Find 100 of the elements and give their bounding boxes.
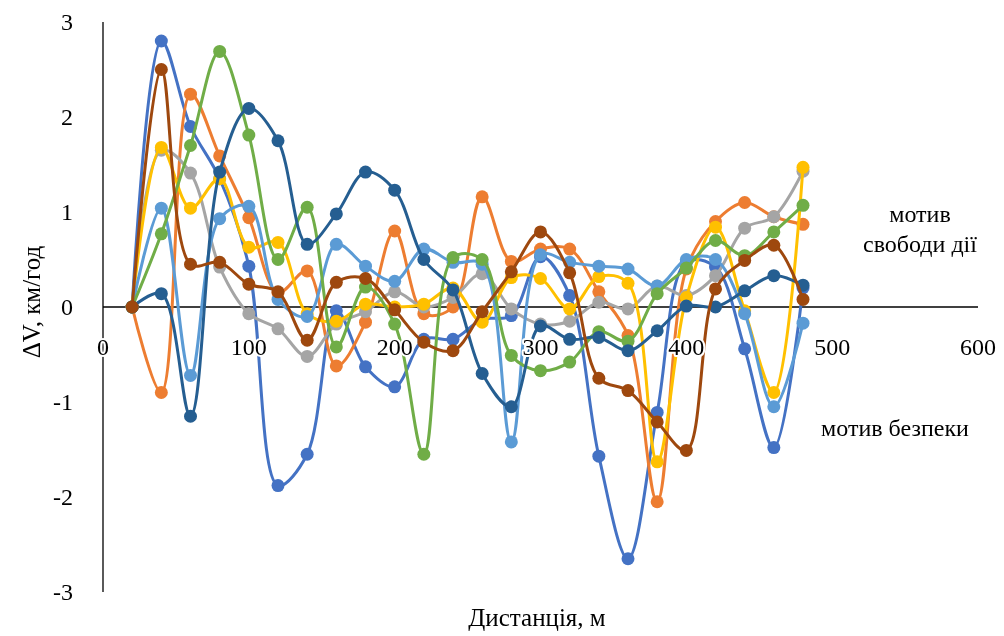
point	[796, 292, 810, 306]
point	[359, 315, 372, 329]
point	[709, 269, 722, 283]
point	[475, 305, 489, 319]
y-tick-label: 3	[61, 9, 73, 36]
point	[359, 360, 372, 374]
point	[563, 332, 577, 346]
point	[650, 324, 664, 338]
point	[300, 349, 314, 363]
y-tick-label: 1	[61, 199, 73, 226]
point	[738, 221, 752, 235]
point	[184, 87, 197, 101]
point	[388, 380, 402, 394]
point	[417, 447, 431, 461]
point	[271, 134, 285, 148]
y-axis-title: ΔV, км/год	[18, 245, 45, 359]
point	[563, 314, 577, 328]
point	[271, 479, 285, 493]
point	[621, 344, 635, 358]
point	[504, 400, 518, 414]
point	[738, 253, 752, 267]
point	[184, 257, 197, 271]
point	[592, 449, 606, 463]
point	[592, 371, 606, 385]
point	[475, 367, 489, 380]
point	[738, 342, 752, 356]
point	[504, 435, 518, 449]
point	[767, 238, 781, 252]
point	[388, 224, 402, 238]
y-tick-label: -1	[53, 389, 73, 416]
point	[709, 253, 722, 266]
point	[242, 240, 256, 254]
point	[767, 441, 781, 455]
point	[154, 287, 168, 301]
annotation: мотив безпеки	[821, 415, 970, 441]
point	[796, 198, 810, 212]
point	[154, 34, 168, 48]
point	[621, 302, 635, 316]
point	[329, 237, 343, 251]
point	[504, 348, 518, 362]
point	[242, 211, 256, 225]
point	[621, 384, 635, 398]
point	[563, 266, 577, 280]
point	[213, 255, 227, 269]
point	[475, 253, 489, 266]
point	[154, 386, 168, 399]
x-tick-label: 600	[960, 334, 996, 360]
point	[242, 259, 256, 273]
point	[154, 201, 168, 215]
point	[709, 282, 722, 296]
point	[300, 237, 314, 251]
x-tick-label: 500	[814, 334, 851, 360]
point	[504, 265, 518, 279]
point	[388, 274, 402, 288]
point	[184, 166, 197, 180]
y-tick-label: -2	[53, 484, 73, 511]
point	[329, 340, 343, 354]
point	[154, 63, 168, 76]
point	[213, 44, 227, 58]
point	[213, 212, 227, 226]
point	[650, 287, 664, 301]
point	[184, 368, 197, 382]
point	[359, 297, 372, 311]
point	[679, 443, 693, 457]
point	[359, 165, 372, 179]
point	[592, 295, 606, 309]
point	[213, 165, 227, 179]
point	[534, 272, 547, 285]
point	[271, 253, 285, 266]
point	[242, 199, 256, 213]
point	[446, 332, 460, 346]
point	[242, 128, 256, 142]
point	[621, 262, 635, 276]
point	[650, 495, 664, 509]
annotation: мотив свободи дії	[863, 201, 978, 257]
point	[184, 139, 197, 152]
point	[738, 284, 752, 298]
point	[767, 400, 781, 414]
point	[767, 269, 781, 283]
point	[154, 227, 168, 241]
point	[329, 207, 343, 221]
point	[563, 302, 577, 316]
point	[475, 190, 489, 204]
point	[650, 455, 664, 469]
point	[709, 220, 722, 234]
point	[417, 253, 431, 266]
point	[504, 302, 518, 316]
point	[242, 307, 256, 321]
point	[271, 322, 285, 336]
point	[242, 101, 256, 115]
point	[300, 264, 314, 278]
y-tick-label: 0	[61, 294, 73, 321]
point	[184, 201, 197, 215]
point	[563, 355, 577, 369]
point	[738, 196, 752, 209]
point	[621, 552, 635, 566]
point	[184, 409, 197, 423]
point	[329, 275, 343, 289]
point	[329, 359, 343, 373]
point	[300, 333, 314, 347]
